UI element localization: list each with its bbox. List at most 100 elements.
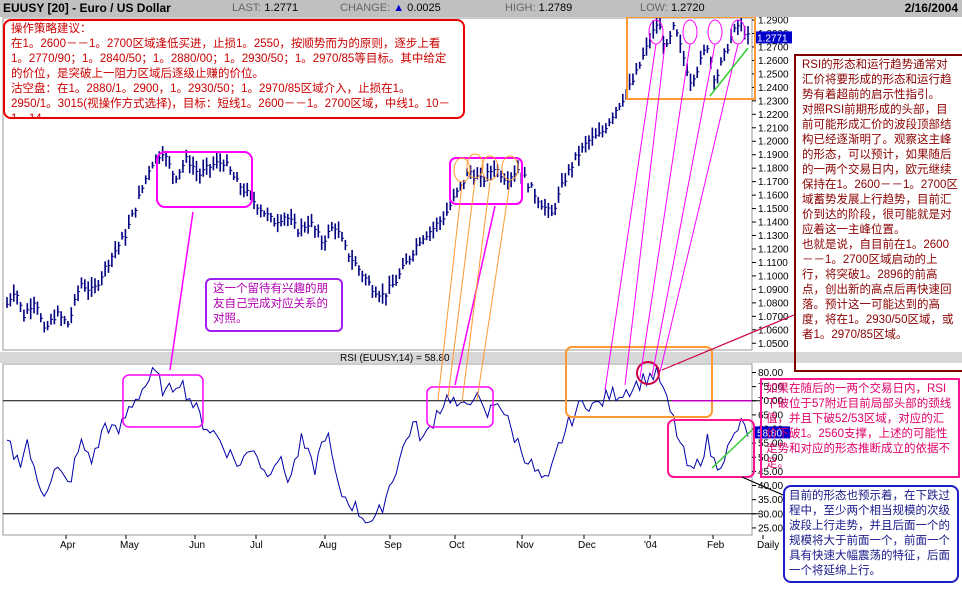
price-bar: [259, 204, 263, 218]
price-bar: [368, 275, 372, 286]
price-bar: [246, 182, 250, 197]
price-bar: [182, 159, 185, 173]
price-bar: [222, 159, 226, 172]
price-bar: [253, 191, 256, 210]
price-bar: [381, 283, 385, 304]
price-bar: [121, 231, 125, 240]
price-bar: [266, 207, 270, 222]
price-bar: [60, 311, 64, 327]
price-bar: [632, 73, 635, 86]
price-bar: [446, 202, 449, 216]
rsi-analysis-note: RSI的形态和运行趋势通常对汇价将要形成的形态和运行趋势有着超前的启示性指引。 …: [794, 54, 962, 372]
price-bar: [642, 47, 646, 60]
oct-link-line: [437, 183, 463, 401]
price-bar: [293, 213, 297, 229]
price-bar: [77, 285, 81, 302]
price-bar: [290, 208, 294, 226]
x-tick-label: Jul: [250, 540, 263, 551]
short-body: 在1。2880/1。2900，1。2930/50；1。2970/85区域介入，止…: [11, 83, 451, 119]
price-bar: [676, 29, 679, 37]
price-bar: [588, 135, 591, 150]
price-bar: [84, 279, 87, 292]
price-bar: [148, 165, 152, 181]
price-top-box: [626, 17, 756, 100]
price-bar: [547, 202, 551, 218]
price-bar: [276, 213, 280, 233]
price-bar: [202, 159, 206, 177]
price-bar: [114, 241, 118, 259]
price-bar: [43, 321, 47, 333]
price-bar: [33, 296, 37, 314]
price-bar: [199, 168, 202, 184]
x-tick-label: May: [120, 540, 139, 551]
rsi-last-label: 58.80: [757, 428, 782, 439]
price-bar: [638, 61, 642, 69]
price-bar: [605, 123, 608, 134]
price-bar: [56, 305, 60, 317]
price-bar: [63, 315, 67, 325]
price-bar: [608, 118, 612, 127]
price-tick-label: 1.0600: [758, 325, 789, 336]
price-bar: [723, 48, 727, 61]
price-bar: [486, 163, 490, 182]
price-bar: [270, 212, 273, 223]
price-bar: [107, 259, 111, 273]
price-rsi-chart: RSI (EUUSY,14) = 58.80 1.0500 1.0600 1.070…: [0, 17, 962, 551]
last-price-label: 1.2771: [757, 33, 788, 44]
price-bar: [87, 281, 91, 300]
top-link-line: [651, 43, 716, 377]
price-bar: [530, 182, 534, 188]
price-bar: [415, 238, 419, 256]
price-bar: [171, 170, 175, 185]
price-bar: [669, 31, 673, 45]
rsi-line: [6, 366, 749, 524]
price-bar: [699, 50, 703, 65]
rsi-top-box: [565, 346, 713, 418]
price-bar: [226, 154, 229, 167]
price-bar: [652, 20, 656, 39]
price-bar: [737, 19, 740, 36]
price-trend-line: [709, 47, 749, 97]
price-tick-label: 1.0700: [758, 312, 789, 323]
x-tick-label: Apr: [60, 540, 76, 551]
link-arrow-jun: [169, 211, 194, 371]
peak-ellipse: [501, 155, 519, 181]
price-bar: [584, 135, 588, 153]
price-bar: [500, 170, 503, 183]
rsi-trend-line: [711, 429, 753, 469]
price-bar: [493, 160, 497, 177]
price-bar: [456, 187, 460, 198]
price-bar: [726, 43, 730, 54]
price-bar: [405, 253, 409, 265]
price-bar: [40, 313, 43, 323]
price-bar: [611, 112, 615, 125]
price-bar: [243, 183, 246, 198]
price-bar: [178, 169, 182, 180]
price-bar: [141, 185, 145, 194]
rsi-tick-label: 30.00: [758, 509, 783, 520]
price-bar: [388, 275, 392, 295]
price-tick-label: 1.2100: [758, 123, 789, 134]
price-bar: [425, 231, 429, 241]
strategy-note: 操作策略建议： 在1。2600－－1。2700区域逢低买进，止损1。2550，按…: [3, 19, 465, 119]
rsi-tick-label: 80.00: [758, 368, 783, 379]
price-bar: [479, 167, 483, 188]
last-label: LAST:: [232, 2, 262, 14]
price-tick-label: 1.0500: [758, 339, 789, 350]
price-bar: [696, 66, 700, 78]
price-bar: [317, 224, 321, 238]
price-bar: [46, 320, 50, 331]
low-field: LOW: 1.2720: [640, 2, 705, 14]
price-bar: [483, 176, 487, 188]
price-bar: [429, 226, 432, 241]
price-bar: [219, 153, 223, 172]
change-value: 0.0025: [407, 2, 441, 14]
price-bar: [422, 235, 426, 245]
price-bar: [574, 152, 578, 161]
price-tick-label: 1.1600: [758, 191, 789, 202]
rsi-note-pointer: [661, 314, 795, 371]
short-prefix: 沽空盘：: [11, 83, 57, 95]
price-tick-label: 1.1900: [758, 150, 789, 161]
price-bar: [165, 150, 169, 167]
price-bar: [80, 277, 84, 289]
